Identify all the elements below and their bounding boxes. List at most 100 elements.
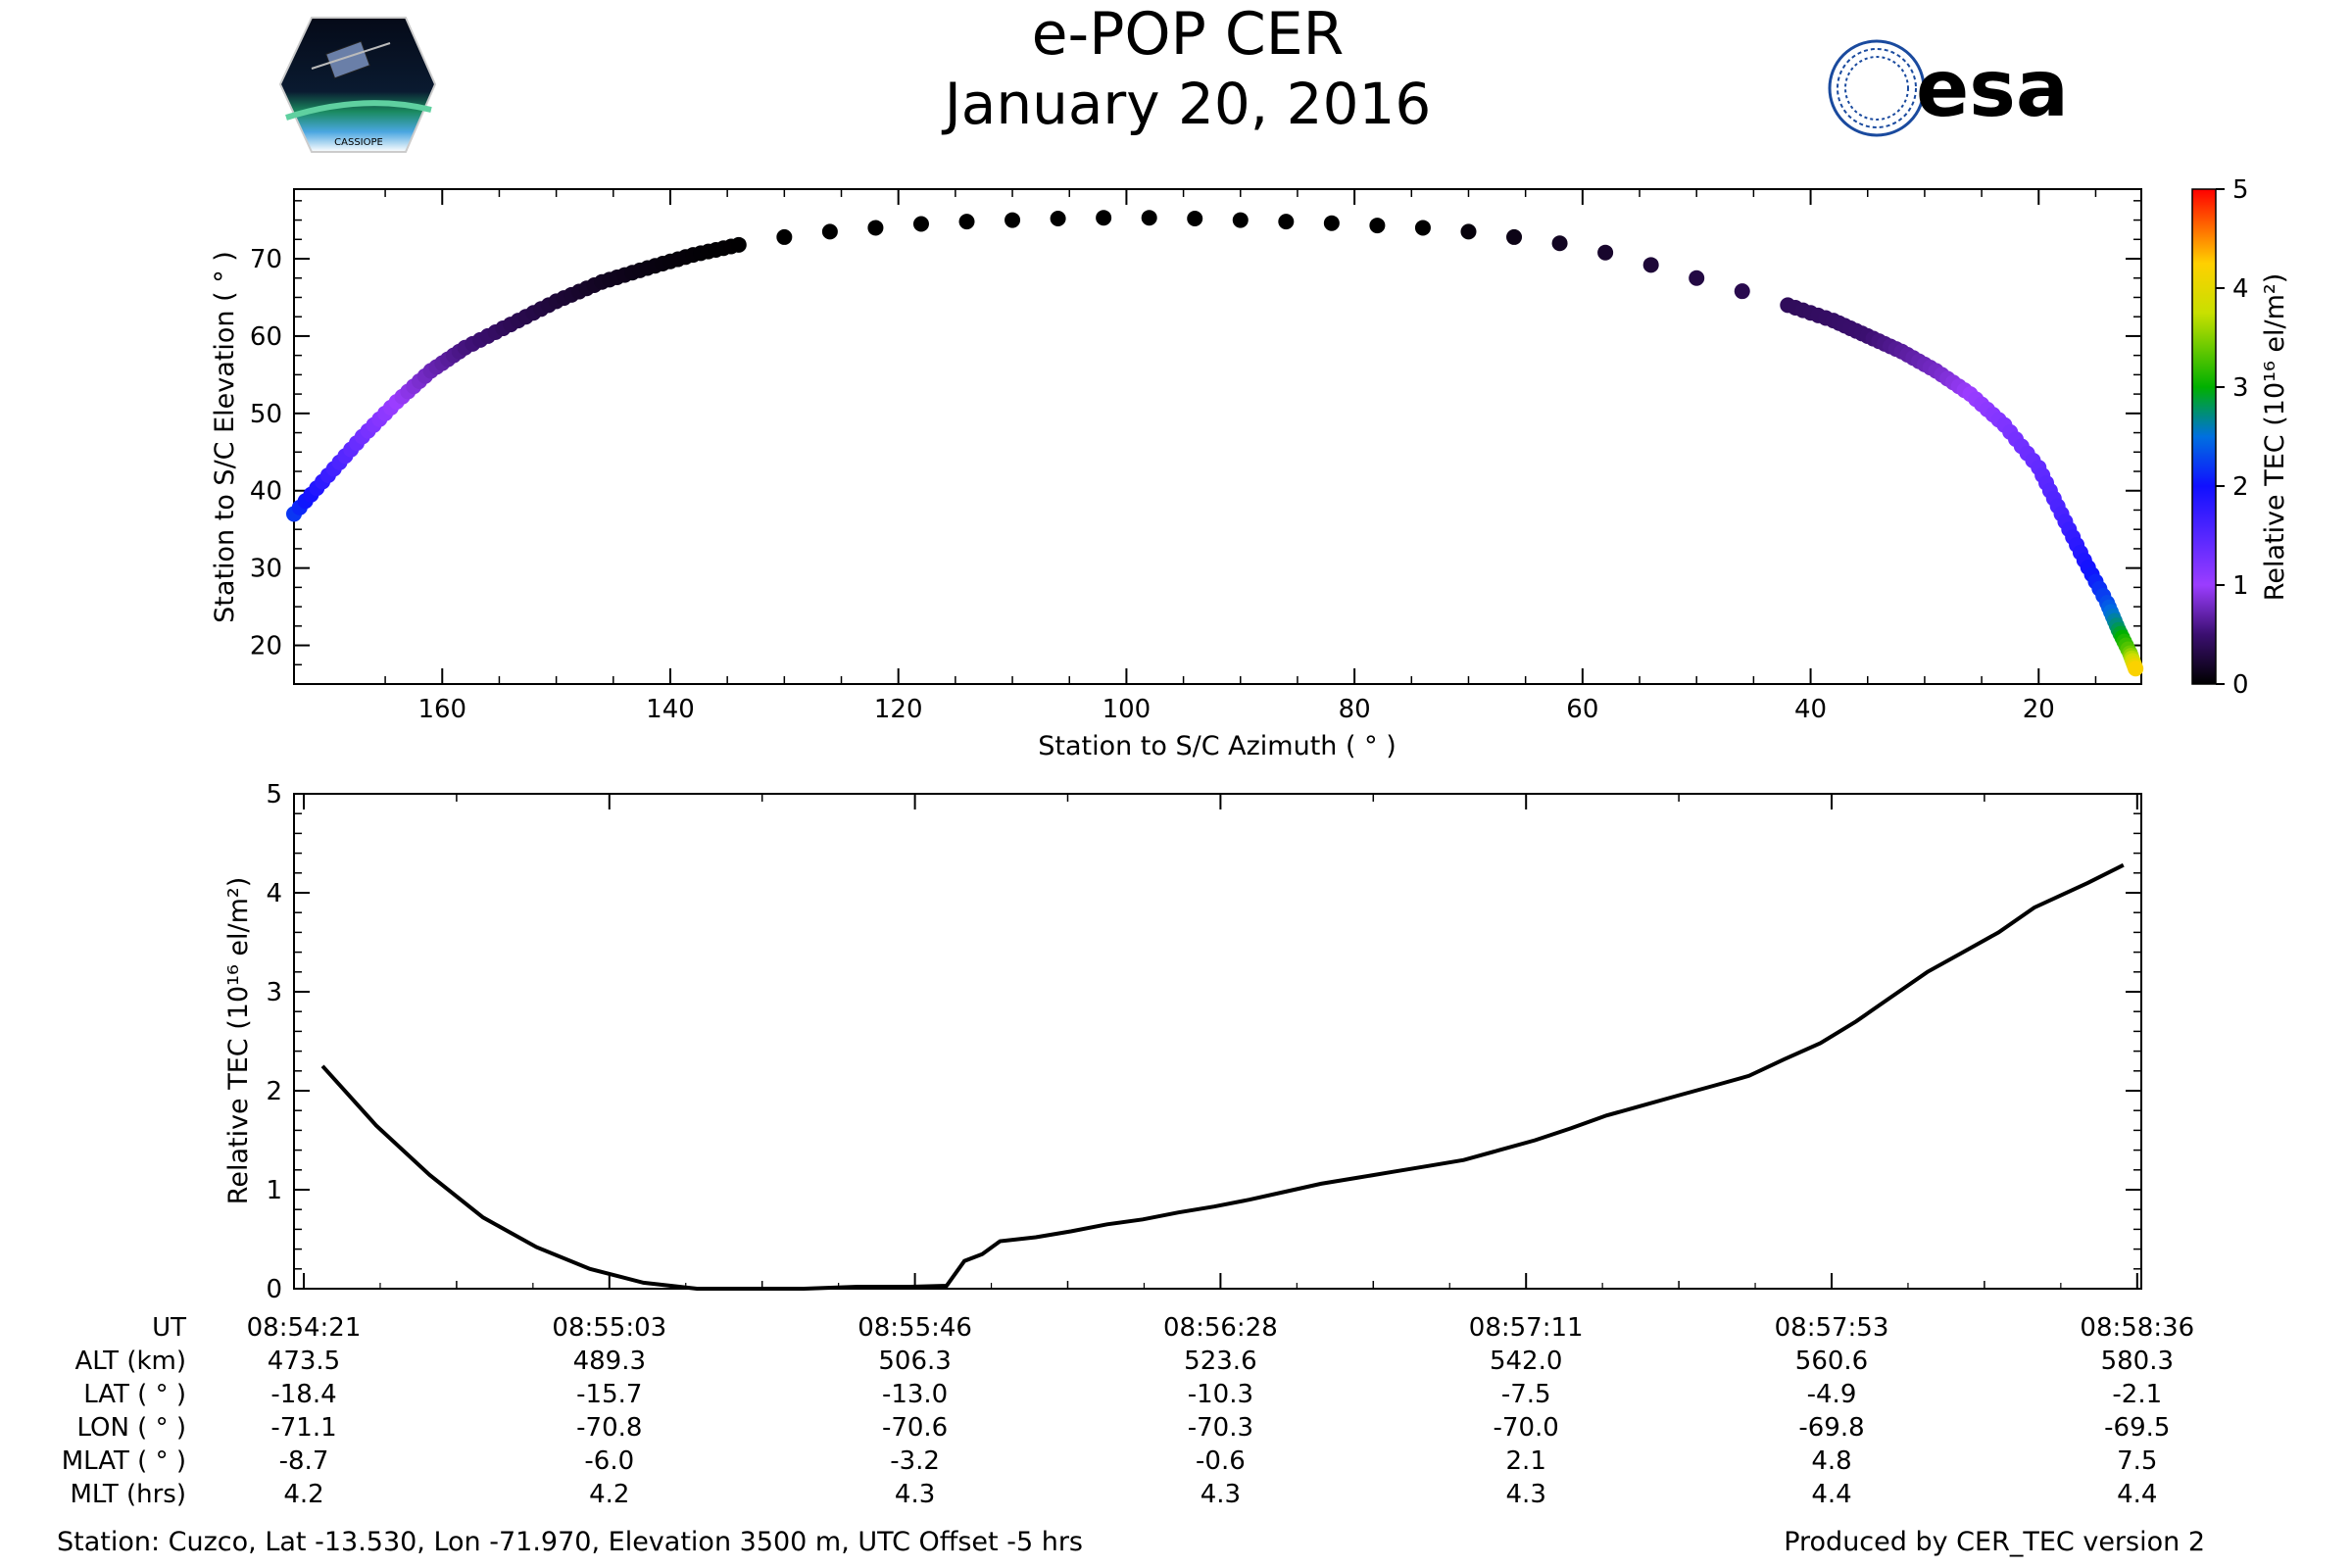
ephemeris-cell: 560.6: [1795, 1347, 1868, 1376]
top-x-tick-label: 20: [2023, 695, 2055, 724]
station-info: Station: Cuzco, Lat -13.530, Lon -71.970…: [57, 1527, 1083, 1557]
ephemeris-cell: -71.1: [270, 1413, 336, 1443]
ephemeris-cell: 2.1: [1506, 1446, 1546, 1476]
top-x-tick-label: 140: [646, 695, 695, 724]
ephemeris-cell: -6.0: [584, 1446, 634, 1476]
scatter-point: [1323, 215, 1340, 231]
colorbar-tick-label: 2: [2232, 472, 2249, 502]
bottom-axis-ticks: 0 1 2 3 4 5: [266, 780, 2141, 1304]
ephemeris-cell: -7.5: [1501, 1380, 1551, 1409]
ephemeris-cell: -70.0: [1494, 1413, 1559, 1443]
esa-logo-text: esa: [1916, 43, 2069, 134]
ephemeris-cell: -69.8: [1798, 1413, 1864, 1443]
scatter-point: [1414, 220, 1431, 236]
ephemeris-cell: -15.7: [576, 1380, 642, 1409]
ephemeris-cell: -4.9: [1807, 1380, 1857, 1409]
ephemeris-table: UT ALT (km) LAT ( ° ) LON ( ° )MLAT ( ° ) ML…: [62, 1313, 2194, 1509]
colorbar-label: Relative TEC (10¹⁶ el/m²): [2260, 273, 2290, 601]
ephemeris-row-label: MLT (hrs): [71, 1480, 187, 1509]
scatter-point: [1642, 257, 1659, 273]
ephemeris-row-label: LAT ( ° ): [83, 1380, 186, 1409]
ephemeris-cell: -13.0: [882, 1380, 948, 1409]
ephemeris-cell: 4.4: [1811, 1480, 1851, 1509]
scatter-point: [730, 236, 747, 253]
top-y-tick-label: 70: [250, 245, 282, 274]
scatter-point: [1187, 210, 1203, 226]
top-y-axis-label: Station to S/C Elevation ( ° ): [210, 251, 240, 623]
scatter-point: [1460, 223, 1477, 240]
ephemeris-cell: -70.6: [882, 1413, 948, 1443]
ephemeris-cell: 506.3: [878, 1347, 951, 1376]
colorbar-tick-label: 4: [2232, 274, 2249, 304]
scatter-point: [867, 220, 884, 236]
ephemeris-row-label: LON ( ° ): [76, 1413, 186, 1443]
scatter-point: [1278, 214, 1295, 230]
elevation-azimuth-panel: 160 140 120 100 80 60 40 20 20 30 40 50 60 70 Station…: [210, 188, 2144, 761]
ephemeris-row-label: UT: [152, 1313, 186, 1343]
scatter-point: [958, 214, 975, 230]
ephemeris-cell: -70.8: [576, 1413, 642, 1443]
ephemeris-cell: 489.3: [573, 1347, 646, 1376]
ephemeris-cell: -3.2: [890, 1446, 940, 1476]
ephemeris-cell: 4.3: [1200, 1480, 1241, 1509]
ephemeris-cell: 523.6: [1184, 1347, 1256, 1376]
ephemeris-cell: -0.6: [1196, 1446, 1246, 1476]
top-y-tick-label: 50: [250, 400, 282, 429]
ephemeris-cell: 580.3: [2101, 1347, 2174, 1376]
ephemeris-cell: 4.3: [1506, 1480, 1546, 1509]
top-x-tick-label: 80: [1339, 695, 1371, 724]
ephemeris-cell: 473.5: [268, 1347, 340, 1376]
ephemeris-cell: 08:54:21: [247, 1313, 362, 1343]
tec-time-panel: 0 1 2 3 4 5 Relative TEC (10¹⁶ el/m²): [223, 780, 2142, 1304]
top-plot-frame: [293, 188, 2142, 685]
bottom-y-tick-label: 3: [266, 978, 282, 1007]
ephemeris-row-label: ALT (km): [74, 1347, 186, 1376]
top-x-tick-label: 40: [1794, 695, 1827, 724]
tec-line: [320, 862, 2125, 1291]
cassiope-logo-text: CASSIOPE: [334, 137, 383, 148]
top-y-tick-label: 40: [250, 477, 282, 507]
ephemeris-cell: 542.0: [1490, 1347, 1562, 1376]
top-y-tick-label: 60: [250, 322, 282, 352]
esa-logo: esa: [1828, 39, 2069, 137]
colorbar-tick-label: 3: [2232, 373, 2249, 403]
ephemeris-cell: 4.2: [283, 1480, 323, 1509]
bottom-y-tick-label: 1: [266, 1176, 282, 1205]
ephemeris-cell: 4.2: [589, 1480, 629, 1509]
scatter-point: [1734, 283, 1750, 300]
top-x-tick-label: 160: [417, 695, 466, 724]
colorbar-tick-label: 1: [2232, 571, 2249, 601]
producer-info: Produced by CER_TEC version 2: [1784, 1527, 2205, 1557]
ephemeris-cell: 08:58:36: [2080, 1313, 2194, 1343]
bottom-y-axis-label: Relative TEC (10¹⁶ el/m²): [223, 877, 254, 1204]
scatter-point: [821, 223, 838, 240]
ephemeris-cell: 4.4: [2117, 1480, 2157, 1509]
ephemeris-cell: 4.3: [895, 1480, 935, 1509]
scatter-point: [1050, 210, 1066, 226]
ephemeris-cell: -8.7: [279, 1446, 329, 1476]
top-x-tick-label: 100: [1102, 695, 1152, 724]
ephemeris-cell: 08:56:28: [1163, 1313, 1278, 1343]
top-x-tick-label: 120: [874, 695, 923, 724]
ephemeris-cell: 08:57:53: [1775, 1313, 1889, 1343]
bottom-y-tick-label: 5: [266, 780, 282, 809]
scatter-point: [1597, 244, 1614, 261]
scatter-point: [1096, 210, 1112, 226]
top-axis-ticks: 160 140 120 100 80 60 40 20 20 30 40 50 60 70: [250, 189, 2141, 724]
scatter-point: [1506, 228, 1523, 245]
top-y-tick-label: 30: [250, 555, 282, 584]
bottom-y-tick-label: 2: [266, 1077, 282, 1106]
top-y-tick-label: 20: [250, 632, 282, 662]
scatter-point: [776, 228, 793, 245]
ephemeris-cell: -18.4: [270, 1380, 336, 1409]
chart-date: January 20, 2016: [944, 71, 1432, 137]
ephemeris-cell: -70.3: [1188, 1413, 1253, 1443]
scatter-point: [1141, 210, 1157, 226]
chart-title: e-POP CER: [1031, 0, 1345, 69]
scatter-point: [2128, 661, 2144, 677]
top-x-tick-label: 60: [1566, 695, 1598, 724]
scatter-point: [1689, 270, 1705, 286]
cassiope-logo: CASSIOPE: [278, 17, 437, 153]
colorbar-ticks: 0 1 2 3 4 5: [2216, 175, 2249, 700]
ephemeris-cell: 4.8: [1811, 1446, 1851, 1476]
